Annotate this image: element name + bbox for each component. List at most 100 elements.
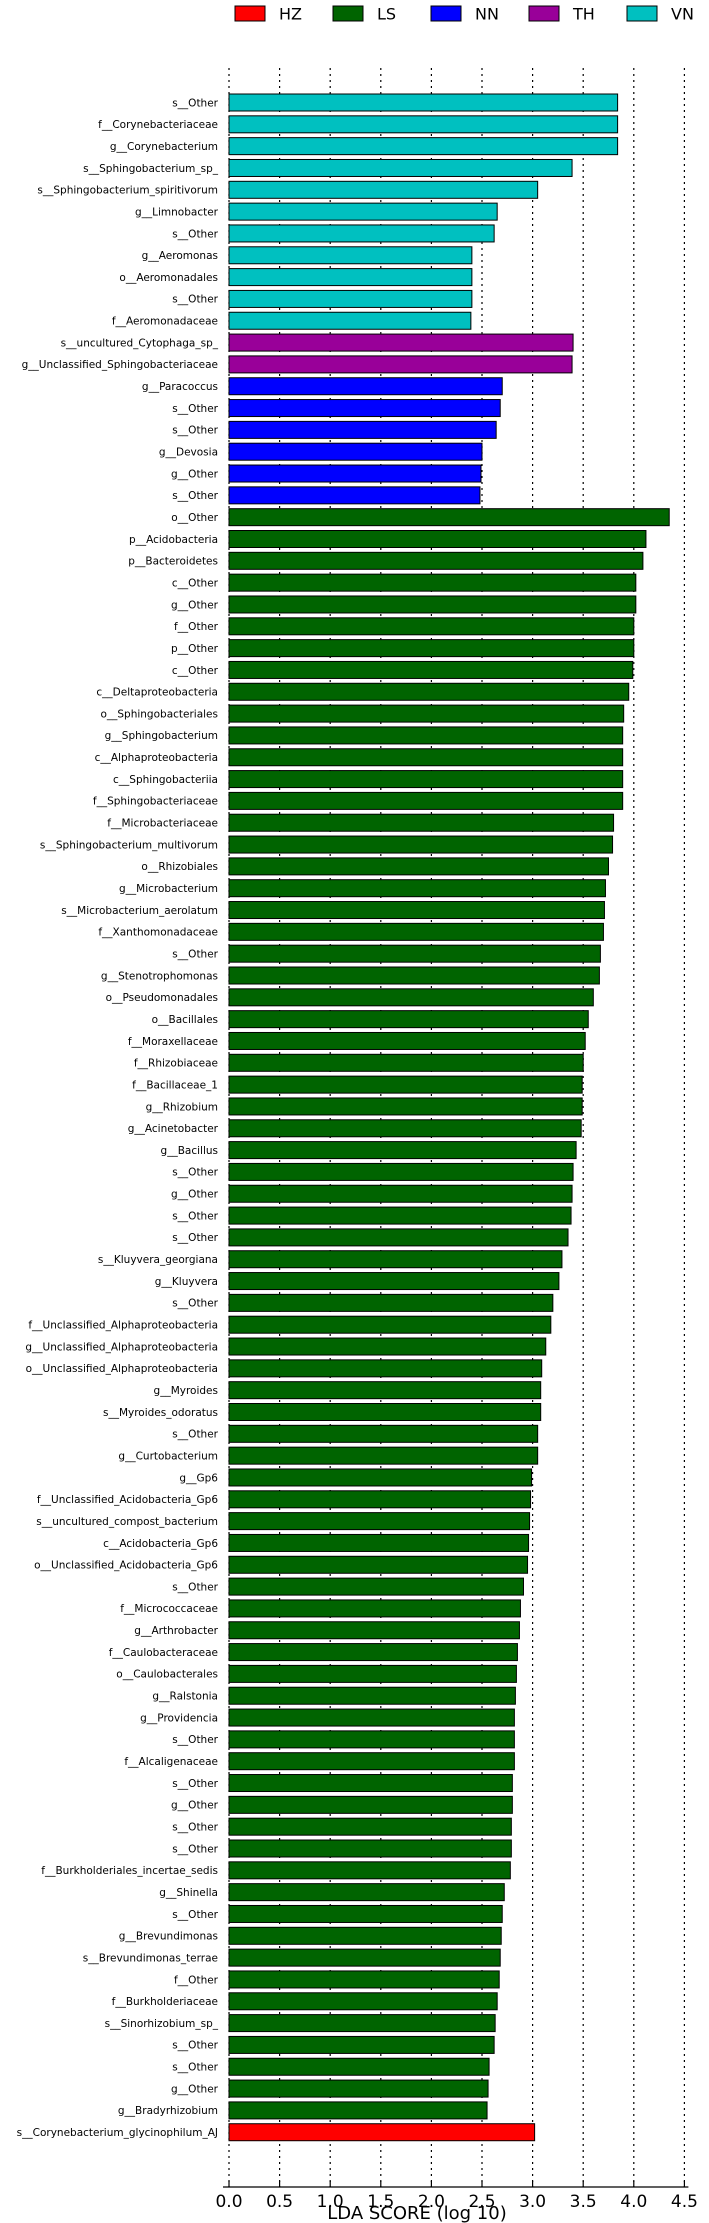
bar <box>228 1381 542 1400</box>
bar-label: f__Rhizobiaceae <box>134 1058 218 1070</box>
bar-label: g__Myroides <box>154 1385 218 1397</box>
bar <box>228 180 539 199</box>
bar <box>228 595 637 614</box>
bar <box>228 1228 569 1247</box>
bar <box>228 1904 503 1923</box>
bar-label: o__Rhizobiales <box>141 861 218 873</box>
bar <box>228 704 625 723</box>
bar <box>228 420 497 439</box>
bar <box>228 2079 489 2098</box>
bar <box>228 1359 543 1378</box>
bar <box>228 1926 502 1945</box>
bar <box>228 617 635 636</box>
bar-label: g__Other <box>171 1189 219 1201</box>
bar-label: o__Other <box>171 512 218 524</box>
bar <box>228 1883 505 1902</box>
bar-label: o__Aeromonadales <box>119 272 218 284</box>
bars <box>228 93 670 2142</box>
bar-label: f__Burkholderiales_incertae_sedis <box>41 1865 218 1877</box>
bar <box>228 355 573 374</box>
bar <box>228 879 606 898</box>
bar-label: s__uncultured_compost_bacterium <box>36 1516 218 1528</box>
bar-label: s__Kluyvera_georgiana <box>98 1254 218 1266</box>
bar-label: g__Rhizobium <box>146 1101 218 1113</box>
bar-label: o__Unclassified_Alphaproteobacteria <box>26 1363 218 1375</box>
legend-label-hz: HZ <box>279 5 302 24</box>
bar <box>228 1621 520 1640</box>
bar <box>228 137 619 156</box>
bar-label: f__Alcaligenaceae <box>124 1756 218 1768</box>
bar-label: g__Microbacterium <box>119 883 218 895</box>
bar-label: s__Sphingobacterium_multivorum <box>40 839 218 851</box>
bar-label: c__Other <box>172 665 219 677</box>
bar <box>228 1577 524 1596</box>
bar <box>228 1774 513 1793</box>
bar-label: f__Moraxellaceae <box>128 1036 218 1048</box>
bar-label: s__Brevundimonas_terrae <box>83 1952 218 1964</box>
legend-label-nn: NN <box>475 5 499 24</box>
bar <box>228 1752 515 1771</box>
bar-label: f__Xanthomonadaceae <box>98 927 218 939</box>
bar <box>228 1446 539 1465</box>
bar-label: f__Caulobacteraceae <box>109 1647 218 1659</box>
bar-label: s__Other <box>172 2062 218 2074</box>
x-tick-label: 3.5 <box>570 2192 597 2212</box>
bar <box>228 1119 582 1138</box>
bar-label: g__Unclassified_Alphaproteobacteria <box>25 1341 218 1353</box>
bar-label: p__Bacteroidetes <box>128 556 218 568</box>
bar <box>228 1861 511 1880</box>
bar <box>228 1795 513 1814</box>
bar <box>228 2057 490 2076</box>
bar <box>228 1010 589 1029</box>
x-tick-label: 0.0 <box>215 2192 242 2212</box>
bar <box>228 442 483 461</box>
bar <box>228 1162 574 1181</box>
bar-label: g__Stenotrophomonas <box>101 970 218 982</box>
legend-label-ls: LS <box>377 5 396 24</box>
bar <box>228 1512 531 1531</box>
bar-label: s__uncultured_Cytophaga_sp_ <box>61 337 219 349</box>
x-tick-label: 3.0 <box>519 2192 546 2212</box>
bar-label: s__Other <box>172 403 218 415</box>
bar <box>228 1250 563 1269</box>
bar <box>228 530 647 548</box>
bar-label: g__Aeromonas <box>142 250 218 262</box>
legend-swatch-th <box>528 5 560 22</box>
bar-label: s__Other <box>172 1429 218 1441</box>
bar-label: f__Unclassified_Alphaproteobacteria <box>28 1320 218 1332</box>
x-tick-label: 0.5 <box>266 2192 293 2212</box>
bar <box>228 791 624 810</box>
bar-label: s__Other <box>172 1909 218 1921</box>
bar <box>228 2123 536 2142</box>
x-tick-label: 2.5 <box>468 2192 495 2212</box>
bar <box>228 1075 583 1094</box>
bar <box>228 93 619 112</box>
bar-label: s__Sphingobacterium_sp_ <box>83 163 219 175</box>
bar <box>228 486 481 505</box>
bar <box>228 1272 560 1291</box>
bar <box>228 1664 517 1683</box>
x-tick-label: 2.0 <box>418 2192 445 2212</box>
bar <box>228 835 614 854</box>
bar-label: c__Deltaproteobacteria <box>96 687 218 699</box>
bar-label: s__Other <box>172 1167 218 1179</box>
legend-swatch-hz <box>234 5 266 22</box>
bar <box>228 202 498 221</box>
bar-label: g__Other <box>171 1800 219 1812</box>
bar-label: s__Other <box>172 1232 218 1244</box>
bar-label: g__Corynebacterium <box>110 141 218 153</box>
bar-label: s__Other <box>172 1821 218 1833</box>
bar <box>228 1053 584 1072</box>
bar-label: o__Pseudomonadales <box>106 992 218 1004</box>
bar-label: s__Sphingobacterium_spiritivorum <box>37 185 218 197</box>
bar <box>228 115 619 134</box>
legend-swatch-ls <box>332 5 364 22</box>
bar <box>228 682 630 701</box>
bar <box>228 508 670 527</box>
bar <box>228 1490 532 1509</box>
bar-label: g__Acinetobacter <box>128 1123 219 1135</box>
bar <box>228 2101 488 2120</box>
bar-label: g__Bacillus <box>161 1145 218 1157</box>
bar-label: f__Corynebacteriaceae <box>98 119 218 131</box>
bar <box>228 1839 512 1858</box>
